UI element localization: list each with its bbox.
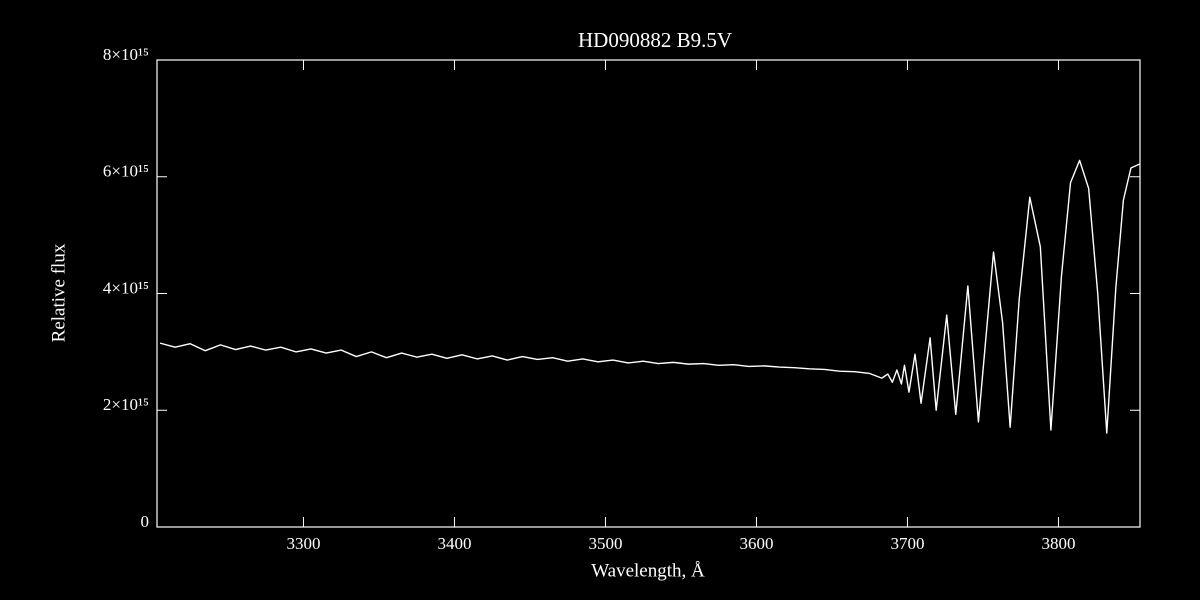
x-tick-label: 3700 bbox=[890, 534, 924, 553]
x-tick-label: 3300 bbox=[286, 534, 320, 553]
x-tick-label: 3800 bbox=[1041, 534, 1075, 553]
y-tick-label: 6×10¹⁵ bbox=[103, 162, 149, 181]
y-tick-label: 8×10¹⁵ bbox=[103, 45, 149, 64]
y-tick-label: 0 bbox=[141, 512, 150, 531]
chart-title: HD090882 B9.5V bbox=[578, 28, 732, 52]
plot-frame bbox=[156, 59, 1141, 528]
x-axis-label: Wavelength, Å bbox=[591, 560, 705, 581]
y-tick-label: 4×10¹⁵ bbox=[103, 278, 149, 297]
spectrum-line bbox=[159, 159, 1141, 434]
y-tick-label: 2×10¹⁵ bbox=[103, 395, 149, 414]
x-tick-label: 3500 bbox=[588, 534, 622, 553]
y-axis-label: Relative flux bbox=[48, 243, 69, 342]
x-tick-label: 3600 bbox=[739, 534, 773, 553]
x-tick-label: 3400 bbox=[437, 534, 471, 553]
